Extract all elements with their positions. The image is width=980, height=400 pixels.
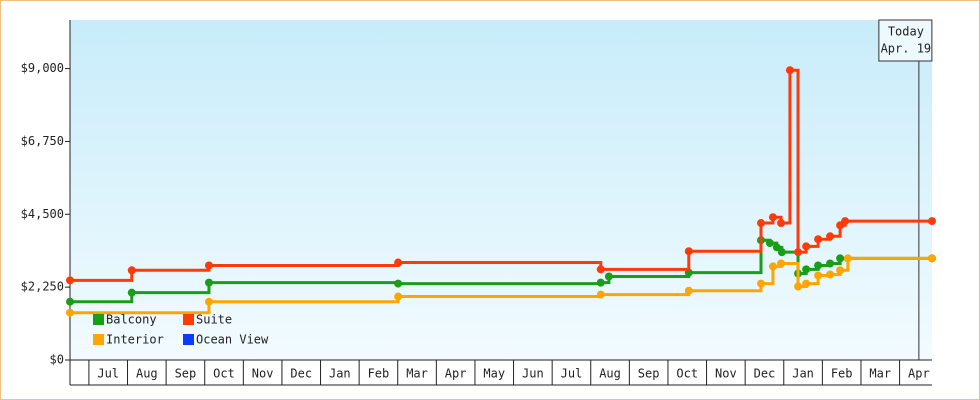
legend-swatch: [183, 314, 194, 325]
y-tick-label: $2,250: [21, 280, 64, 294]
data-point: [777, 219, 786, 228]
data-point: [802, 265, 811, 274]
data-point: [604, 272, 613, 281]
y-tick-label: $6,750: [21, 134, 64, 148]
data-point: [928, 217, 936, 226]
data-point: [843, 254, 852, 263]
plot-area: [70, 20, 932, 360]
today-label: Today: [888, 25, 924, 39]
x-tick-label: Apr: [908, 367, 930, 381]
data-point: [394, 258, 403, 267]
data-point: [777, 248, 786, 257]
data-point: [814, 271, 823, 280]
data-point: [204, 297, 213, 306]
data-point: [684, 247, 693, 256]
data-point: [768, 213, 777, 222]
data-point: [768, 262, 777, 271]
data-point: [836, 266, 845, 275]
x-tick-label: Feb: [368, 367, 390, 381]
data-point: [765, 239, 774, 248]
x-tick-label: Mar: [869, 367, 891, 381]
x-tick-label: Apr: [445, 367, 467, 381]
data-point: [394, 279, 403, 288]
data-point: [802, 242, 811, 251]
x-tick-label: Dec: [290, 367, 312, 381]
legend-label: Interior: [106, 333, 164, 347]
legend-swatch: [183, 334, 194, 345]
data-point: [66, 297, 74, 306]
data-point: [66, 308, 74, 317]
data-point: [596, 278, 605, 287]
data-point: [756, 219, 765, 228]
data-point: [596, 265, 605, 274]
data-point: [684, 286, 693, 295]
data-point: [794, 282, 803, 291]
data-point: [928, 254, 936, 263]
x-tick-label: Oct: [213, 367, 235, 381]
data-point: [836, 254, 845, 263]
data-point: [777, 259, 786, 268]
data-point: [785, 66, 794, 75]
legend-swatch: [93, 334, 104, 345]
today-label: Apr. 19: [881, 42, 932, 56]
y-tick-label: $9,000: [21, 61, 64, 75]
x-tick-label: May: [483, 367, 505, 381]
x-tick-label: Jul: [97, 367, 119, 381]
x-tick-label: Nov: [252, 367, 274, 381]
x-tick-label: Jul: [561, 367, 583, 381]
x-tick-label: Sep: [638, 367, 660, 381]
data-point: [772, 243, 781, 252]
data-point: [127, 266, 136, 275]
data-point: [204, 261, 213, 270]
x-tick-label: Jan: [792, 367, 814, 381]
data-point: [841, 217, 850, 226]
data-point: [826, 232, 835, 241]
y-tick-label: $4,500: [21, 207, 64, 221]
data-point: [814, 235, 823, 244]
x-tick-label: Aug: [136, 367, 158, 381]
data-point: [204, 278, 213, 287]
legend-label: Suite: [196, 313, 232, 327]
data-point: [756, 279, 765, 288]
x-tick-label: Dec: [754, 367, 776, 381]
data-point: [826, 259, 835, 268]
x-tick-label: Oct: [676, 367, 698, 381]
x-tick-label: Sep: [175, 367, 197, 381]
today-box: [878, 19, 933, 62]
x-tick-label: Jun: [522, 367, 544, 381]
data-point: [794, 248, 803, 257]
x-tick-label: Jan: [329, 367, 351, 381]
x-tick-label: Aug: [599, 367, 621, 381]
data-point: [394, 292, 403, 301]
data-point: [802, 279, 811, 288]
legend-label: Balcony: [106, 313, 157, 327]
x-tick-label: Mar: [406, 367, 428, 381]
y-tick-label: $0: [50, 353, 64, 367]
x-tick-label: Feb: [831, 367, 853, 381]
x-tick-label: Nov: [715, 367, 737, 381]
data-point: [66, 276, 74, 285]
legend-label: Ocean View: [196, 333, 269, 347]
legend-swatch: [93, 314, 104, 325]
data-point: [596, 290, 605, 299]
data-point: [814, 261, 823, 270]
data-point: [127, 288, 136, 297]
data-point: [826, 270, 835, 279]
